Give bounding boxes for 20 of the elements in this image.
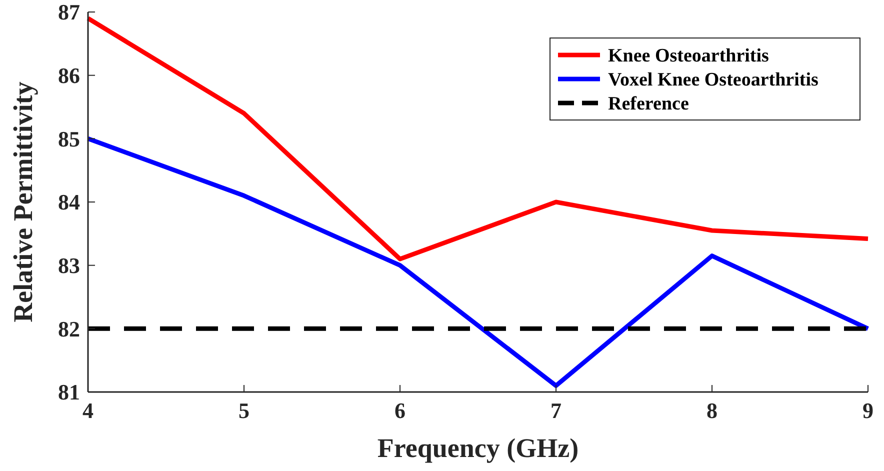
y-tick-label: 83 (58, 253, 80, 278)
legend-label: Reference (608, 94, 689, 115)
y-axis-title: Relative Permittivity (8, 81, 38, 322)
x-tick-label: 4 (82, 398, 94, 423)
y-tick-label: 81 (58, 380, 80, 405)
y-tick-label: 84 (58, 190, 80, 215)
line-series (86, 136, 870, 388)
y-tick-label: 85 (58, 126, 80, 152)
x-tick-label: 5 (238, 398, 250, 423)
line-series (86, 16, 870, 262)
y-tick-label: 82 (58, 316, 80, 342)
x-tick-label: 8 (706, 398, 718, 423)
legend-label: Knee Osteoarthritis (608, 46, 769, 67)
x-tick-label: 9 (862, 398, 874, 423)
y-tick-label: 86 (58, 63, 80, 88)
x-tick-label: 6 (394, 398, 406, 423)
legend-label: Voxel Knee Osteoarthritis (608, 70, 818, 91)
x-axis-title: Frequency (GHz) (377, 433, 579, 463)
x-tick-label: 7 (550, 398, 562, 423)
y-tick-label: 87 (58, 0, 80, 25)
